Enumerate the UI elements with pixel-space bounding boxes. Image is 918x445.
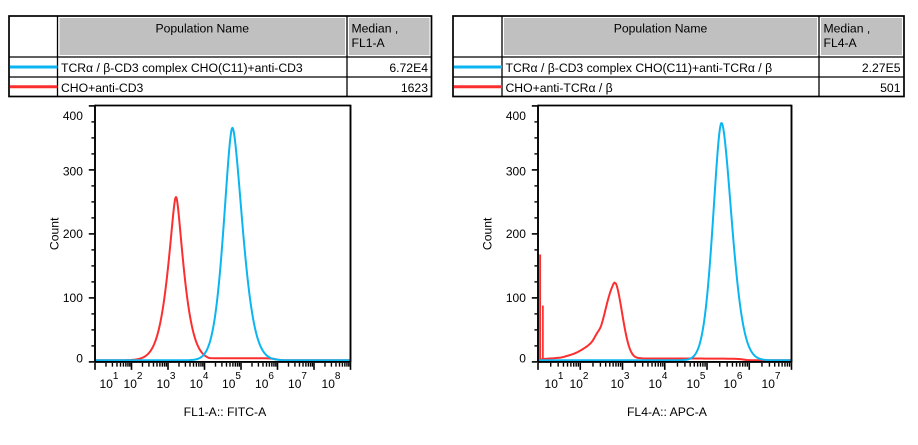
svg-text:TCRα / β-CD3 complex CHO(C11)+: TCRα / β-CD3 complex CHO(C11)+anti-TCRα … <box>506 61 773 75</box>
svg-text:FL1-A: FL1-A <box>352 36 386 50</box>
svg-text:Median ,: Median , <box>824 22 871 36</box>
svg-text:Count: Count <box>47 217 61 250</box>
svg-text:FL4-A:: APC-A: FL4-A:: APC-A <box>627 405 708 419</box>
svg-text:Median ,: Median , <box>352 22 399 36</box>
svg-text:FL1-A:: FITC-A: FL1-A:: FITC-A <box>184 405 267 419</box>
svg-text:100: 100 <box>63 291 83 305</box>
svg-text:Population Name: Population Name <box>614 22 708 36</box>
svg-text:CHO+anti-TCRα / β: CHO+anti-TCRα / β <box>506 81 613 95</box>
svg-text:2.27E5: 2.27E5 <box>862 61 901 75</box>
svg-text:6.72E4: 6.72E4 <box>389 61 428 75</box>
svg-text:Count: Count <box>480 217 494 250</box>
svg-text:400: 400 <box>63 109 83 123</box>
svg-text:CHO+anti-CD3: CHO+anti-CD3 <box>61 81 144 95</box>
svg-text:1623: 1623 <box>401 81 428 95</box>
svg-text:100: 100 <box>506 291 526 305</box>
svg-text:TCRα / β-CD3 complex CHO(C11)+: TCRα / β-CD3 complex CHO(C11)+anti-CD3 <box>61 61 303 75</box>
svg-text:FL4-A: FL4-A <box>824 36 858 50</box>
svg-text:501: 501 <box>880 81 901 95</box>
svg-text:300: 300 <box>506 164 526 178</box>
svg-text:400: 400 <box>506 109 526 123</box>
svg-text:0: 0 <box>76 351 83 365</box>
svg-text:200: 200 <box>506 227 526 241</box>
svg-text:200: 200 <box>63 227 83 241</box>
svg-text:Population Name: Population Name <box>156 22 250 36</box>
svg-text:300: 300 <box>63 164 83 178</box>
svg-text:0: 0 <box>519 351 526 365</box>
